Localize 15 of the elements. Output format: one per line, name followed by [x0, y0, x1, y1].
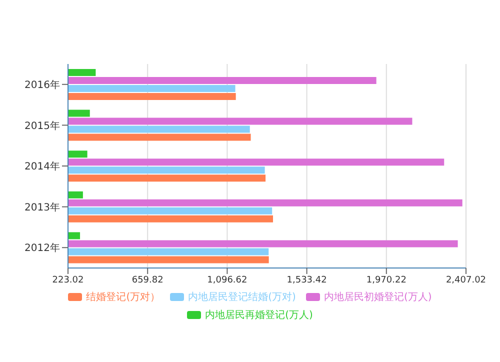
x-tick-label: 659.82: [132, 275, 164, 286]
legend-label: 内地居民再婚登记(万人): [204, 308, 313, 322]
x-tick-label: 1,533.42: [286, 275, 327, 286]
x-tick-label: 2,407.02: [446, 275, 486, 286]
y-tick-label: 2014年: [24, 160, 60, 173]
x-tick-label: 1,970.22: [366, 275, 406, 286]
legend-label: 内地居民登记结婚(万对): [187, 290, 296, 304]
y-tick-label: 2016年: [24, 78, 60, 91]
y-tick-label: 2013年: [24, 201, 60, 214]
y-tick-label: 2015年: [24, 120, 60, 132]
y-tick-label: 2012年: [24, 242, 60, 254]
x-tick-label: 1,096.62: [207, 275, 248, 286]
legend-label: 内地居民初婚登记(万人): [322, 290, 432, 304]
legend-label: 结婚登记(万对）: [85, 290, 160, 304]
x-tick-label: 223.02: [52, 275, 84, 286]
